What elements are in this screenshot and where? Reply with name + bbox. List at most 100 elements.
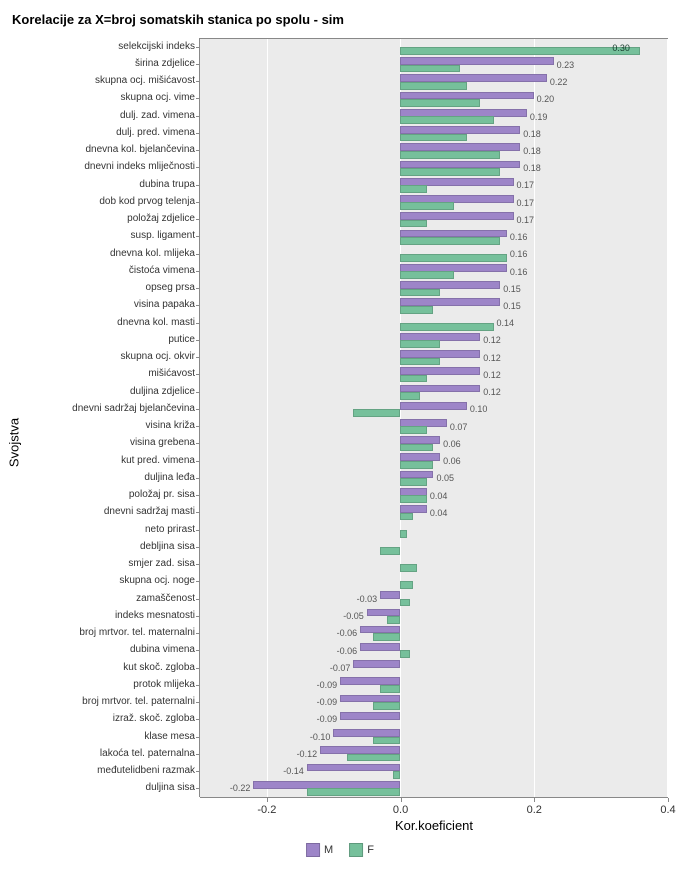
bar-row: 0.18 <box>200 125 667 142</box>
value-label: -0.10 <box>310 732 331 742</box>
legend-item: F <box>349 843 374 857</box>
bar-row: -0.06 <box>200 642 667 659</box>
value-label: 0.20 <box>537 94 555 104</box>
bar-f <box>373 702 400 710</box>
y-category-label: protok mlijeka <box>42 676 195 693</box>
bar-f <box>400 306 433 314</box>
bar-f <box>400 358 440 366</box>
y-category-label: visina grebena <box>42 435 195 452</box>
bar-row: 0.16 <box>200 263 667 280</box>
bar-f <box>400 392 420 400</box>
bar-row: 0.12 <box>200 332 667 349</box>
y-category-label: visina papaka <box>42 297 195 314</box>
value-label: -0.12 <box>297 749 318 759</box>
value-label: -0.03 <box>357 594 378 604</box>
bar-f <box>400 82 467 90</box>
bar-row <box>200 573 667 590</box>
y-category-label: dubina vimena <box>42 642 195 659</box>
chart-title: Korelacije za X=broj somatskih stanica p… <box>0 0 680 27</box>
x-axis: Kor.koeficient -0.20.00.20.4 <box>200 797 668 829</box>
bar-row <box>200 539 667 556</box>
value-label: 0.12 <box>483 387 501 397</box>
value-label: 0.12 <box>483 335 501 345</box>
bar-row: -0.07 <box>200 659 667 676</box>
bar-f <box>400 444 433 452</box>
bar-f <box>400 599 410 607</box>
bars-area: 0.300.230.220.200.190.180.180.180.170.17… <box>200 38 668 797</box>
bar-row <box>200 556 667 573</box>
bar-f <box>400 650 410 658</box>
y-category-label: dnevna kol. masti <box>42 314 195 331</box>
bar-m <box>380 591 400 599</box>
y-category-label: položaj zdjelice <box>42 211 195 228</box>
bar-row: -0.12 <box>200 745 667 762</box>
bar-row: 0.05 <box>200 470 667 487</box>
y-category-label: dubina trupa <box>42 176 195 193</box>
value-label: 0.17 <box>517 198 535 208</box>
value-label: 0.05 <box>437 473 455 483</box>
bar-row: -0.09 <box>200 676 667 693</box>
y-category-label: opseg prsa <box>42 280 195 297</box>
bar-f <box>400 426 427 434</box>
bar-row: 0.06 <box>200 452 667 469</box>
bar-row: 0.17 <box>200 194 667 211</box>
y-category-label: dob kod prvog telenja <box>42 193 195 210</box>
y-category-label: dulj. zad. vimena <box>42 107 195 124</box>
bar-row: -0.14 <box>200 763 667 780</box>
bar-f <box>400 202 453 210</box>
legend-swatch <box>349 843 363 857</box>
bar-row: 0.12 <box>200 366 667 383</box>
bar-f <box>400 289 440 297</box>
y-axis-label: Svojstva <box>7 417 22 466</box>
bar-f <box>400 134 467 142</box>
x-tick-label: 0.4 <box>660 804 675 816</box>
plot-area: selekcijski indeksširina zdjeliceskupna … <box>42 38 668 797</box>
y-category-label: duljina zdjelice <box>42 383 195 400</box>
y-category-label: izraž. skoč. zgloba <box>42 711 195 728</box>
bar-row: 0.16 <box>200 246 667 263</box>
bar-row: -0.09 <box>200 711 667 728</box>
bar-m <box>360 643 400 651</box>
bar-f <box>307 788 400 796</box>
bar-f <box>400 65 460 73</box>
y-category-label: selekcijski indeks <box>42 38 195 55</box>
value-label: 0.19 <box>530 112 548 122</box>
bar-f <box>380 685 400 693</box>
value-label: 0.06 <box>443 439 461 449</box>
bar-row: 0.20 <box>200 91 667 108</box>
bar-f <box>400 220 427 228</box>
y-category-label: međutelidbeni razmak <box>42 763 195 780</box>
bar-f <box>400 151 500 159</box>
y-category-label: zamaščenost <box>42 590 195 607</box>
value-label: -0.06 <box>337 628 358 638</box>
bar-f <box>400 564 417 572</box>
y-category-label: lakoća tel. paternalna <box>42 745 195 762</box>
bar-row: 0.14 <box>200 315 667 332</box>
value-label: -0.09 <box>317 680 338 690</box>
y-category-label: putice <box>42 331 195 348</box>
bar-f <box>373 737 400 745</box>
y-category-label: susp. ligament <box>42 228 195 245</box>
y-category-label: skupna ocj. okvir <box>42 349 195 366</box>
value-label: 0.16 <box>510 267 528 277</box>
legend-label: M <box>324 844 333 856</box>
y-category-label: čistoća vimena <box>42 262 195 279</box>
bar-row: 0.17 <box>200 177 667 194</box>
bar-row: 0.30 <box>200 39 667 56</box>
value-label: 0.23 <box>557 60 575 70</box>
y-category-label: dnevna kol. mlijeka <box>42 245 195 262</box>
bar-row: -0.05 <box>200 608 667 625</box>
bar-f <box>400 495 427 503</box>
value-label: 0.16 <box>510 249 528 259</box>
y-category-label: broj mrtvor. tel. maternalni <box>42 625 195 642</box>
legend-item: M <box>306 843 333 857</box>
value-label: 0.04 <box>430 508 448 518</box>
value-label: 0.10 <box>470 404 488 414</box>
bar-row: 0.15 <box>200 280 667 297</box>
x-tick-label: 0.0 <box>393 804 408 816</box>
y-category-label: broj mrtvor. tel. paternalni <box>42 694 195 711</box>
bar-f <box>400 340 440 348</box>
y-category-label: smjer zad. sisa <box>42 556 195 573</box>
bar-f <box>380 547 400 555</box>
legend: MF <box>306 843 374 857</box>
